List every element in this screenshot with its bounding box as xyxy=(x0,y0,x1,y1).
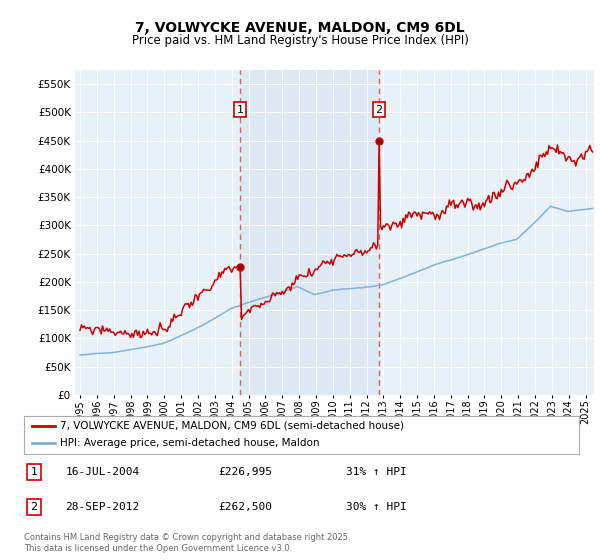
Text: Price paid vs. HM Land Registry's House Price Index (HPI): Price paid vs. HM Land Registry's House … xyxy=(131,34,469,46)
Text: 7, VOLWYCKE AVENUE, MALDON, CM9 6DL (semi-detached house): 7, VOLWYCKE AVENUE, MALDON, CM9 6DL (sem… xyxy=(60,421,404,431)
Text: £226,995: £226,995 xyxy=(218,468,272,477)
Text: 1: 1 xyxy=(236,105,244,115)
Text: 7, VOLWYCKE AVENUE, MALDON, CM9 6DL: 7, VOLWYCKE AVENUE, MALDON, CM9 6DL xyxy=(135,21,465,35)
Text: 28-SEP-2012: 28-SEP-2012 xyxy=(65,502,140,512)
Text: 2: 2 xyxy=(376,105,383,115)
Text: 16-JUL-2004: 16-JUL-2004 xyxy=(65,468,140,477)
Text: 31% ↑ HPI: 31% ↑ HPI xyxy=(346,468,407,477)
Text: 1: 1 xyxy=(31,468,37,477)
Text: 2: 2 xyxy=(31,502,38,512)
Text: 30% ↑ HPI: 30% ↑ HPI xyxy=(346,502,407,512)
Text: Contains HM Land Registry data © Crown copyright and database right 2025.
This d: Contains HM Land Registry data © Crown c… xyxy=(24,533,350,553)
Text: £262,500: £262,500 xyxy=(218,502,272,512)
Text: HPI: Average price, semi-detached house, Maldon: HPI: Average price, semi-detached house,… xyxy=(60,438,320,449)
Bar xyxy=(240,70,379,395)
